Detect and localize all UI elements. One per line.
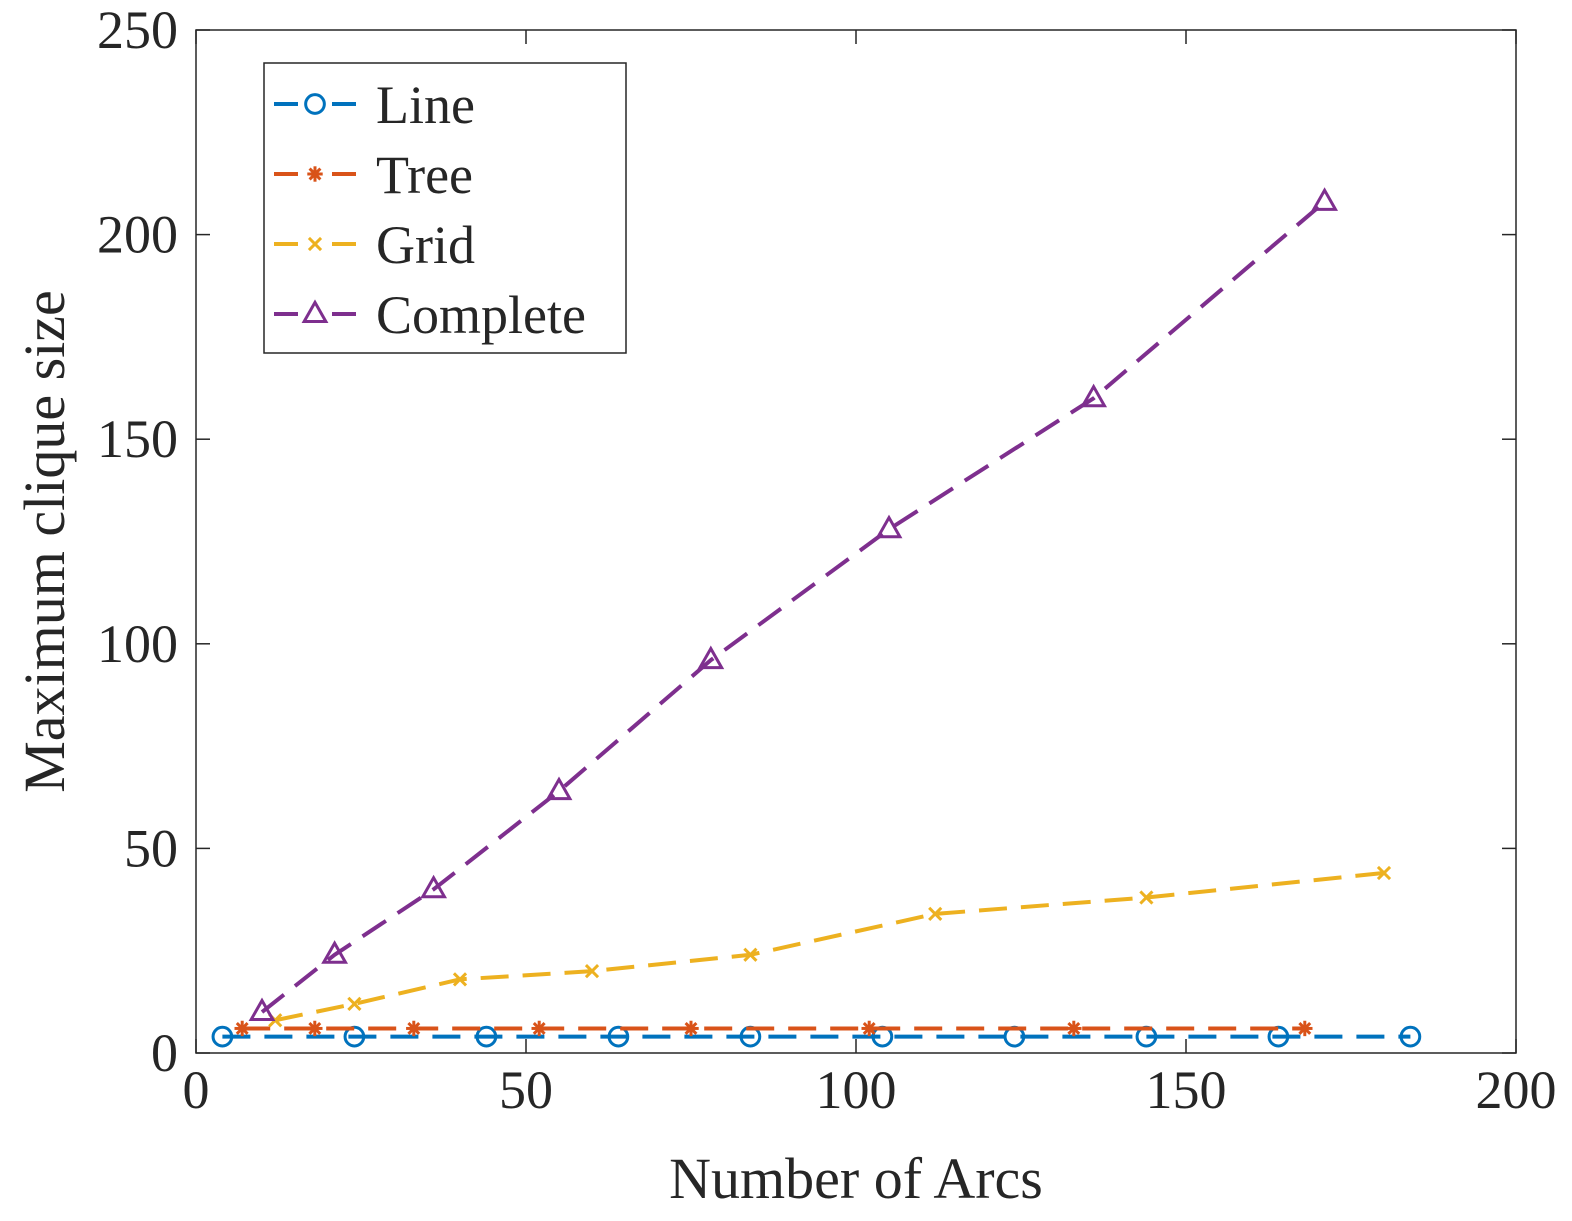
data-point-grid — [452, 972, 468, 987]
data-point-grid — [1376, 865, 1392, 881]
legend-marker-complete — [301, 299, 329, 323]
data-point-tree — [234, 1020, 250, 1037]
data-point-complete — [875, 514, 903, 539]
legend-label-grid: Grid — [376, 215, 475, 275]
legend-marker-grid — [307, 236, 323, 252]
y-tick-label: 250 — [97, 0, 178, 60]
data-point-complete — [321, 940, 349, 964]
y-tick-label: 0 — [151, 1023, 178, 1083]
data-point-grid — [1139, 890, 1154, 905]
data-point-tree — [1066, 1020, 1082, 1037]
data-point-grid — [743, 947, 758, 962]
data-point-complete — [248, 997, 276, 1022]
marker-stroke — [684, 1021, 698, 1035]
x-axis-title: Number of Arcs — [669, 1146, 1043, 1211]
y-tick-label: 50 — [124, 818, 178, 878]
marker-stroke — [862, 1021, 876, 1035]
series-grid — [268, 865, 1392, 1028]
marker-stroke — [307, 236, 323, 252]
data-point-tree — [531, 1020, 547, 1037]
legend-label-complete: Complete — [376, 285, 586, 345]
data-point-tree — [1297, 1020, 1313, 1037]
data-point-complete — [420, 874, 448, 899]
marker-stroke — [308, 167, 322, 181]
data-point-grid — [584, 964, 600, 979]
data-point-line — [211, 1025, 234, 1048]
marker-stroke — [1376, 865, 1392, 881]
series-complete — [248, 187, 1339, 1022]
marker-stroke — [407, 1021, 421, 1035]
data-point-complete — [1311, 187, 1339, 211]
data-point-line — [607, 1025, 630, 1048]
marker-stroke — [743, 947, 758, 962]
marker-stroke — [452, 972, 468, 987]
data-point-tree — [406, 1020, 422, 1037]
marker-stroke — [1139, 890, 1154, 905]
y-tick-label: 100 — [97, 614, 178, 674]
data-point-tree — [683, 1020, 699, 1037]
x-tick-label: 100 — [816, 1060, 897, 1120]
legend-item-tree: Tree — [274, 145, 473, 205]
y-axis-title: Maximum clique size — [12, 290, 77, 793]
series-line — [211, 1025, 1422, 1048]
series-line-grid — [274, 870, 1385, 1023]
series-tree — [234, 1020, 1313, 1037]
marker-stroke — [928, 906, 943, 921]
data-point-line — [475, 1025, 498, 1048]
series-line-complete — [260, 200, 1326, 1014]
legend: Line Tree Grid Complete — [263, 62, 627, 354]
data-point-complete — [1080, 383, 1108, 408]
marker-stroke — [235, 1021, 249, 1035]
x-tick-label: 200 — [1476, 1060, 1557, 1120]
data-point-tree — [861, 1020, 877, 1037]
x-tick-label: 150 — [1146, 1060, 1227, 1120]
marker-stroke — [1298, 1021, 1312, 1035]
marker-stroke — [1067, 1021, 1081, 1035]
x-tick-label: 0 — [183, 1060, 210, 1120]
series-layer — [211, 187, 1422, 1048]
y-tick-label: 150 — [97, 409, 178, 469]
data-point-line — [343, 1025, 366, 1048]
legend-label-tree: Tree — [376, 145, 473, 205]
marker-stroke — [532, 1021, 546, 1035]
legend-item-complete: Complete — [274, 285, 586, 345]
legend-label-line: Line — [376, 75, 475, 135]
marker-stroke — [308, 1021, 322, 1035]
data-point-complete — [545, 776, 573, 801]
data-point-complete — [697, 645, 725, 670]
data-point-grid — [347, 996, 362, 1012]
marker-stroke — [584, 964, 600, 979]
data-point-line — [1399, 1025, 1422, 1048]
marker-stroke — [268, 1013, 283, 1028]
data-point-tree — [307, 1020, 323, 1037]
data-point-line — [1267, 1025, 1290, 1048]
legend-marker-tree — [307, 166, 323, 182]
data-point-grid — [928, 906, 943, 921]
legend-box — [263, 62, 627, 354]
legend-item-line: Line — [274, 75, 475, 135]
axes: 0 50 100 150 200 0 50 100 150 200 250 Number of Arc… — [12, 0, 1557, 1211]
y-tick-label: 200 — [97, 205, 178, 265]
legend-marker-line — [304, 93, 326, 115]
marker-stroke — [347, 996, 362, 1012]
legend-item-grid: Grid — [274, 215, 475, 275]
x-tick-label: 50 — [499, 1060, 553, 1120]
